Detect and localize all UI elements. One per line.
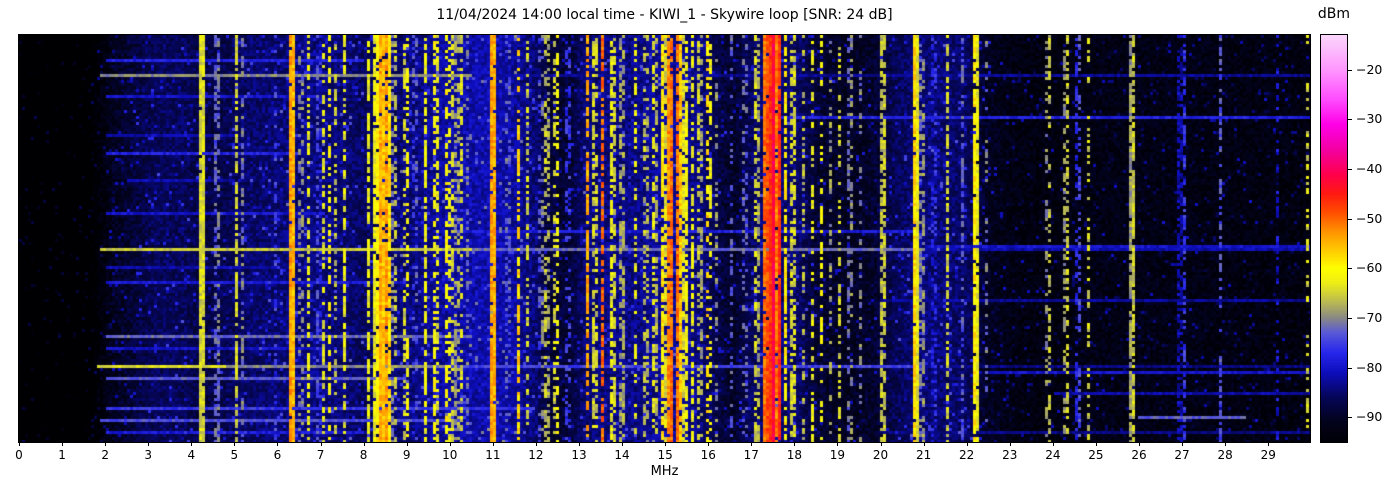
colorbar-tick-label: −90 [1356,409,1383,425]
x-tick-mark [923,442,925,446]
x-tick-mark [449,442,451,446]
x-tick-mark [62,442,64,446]
colorbar-tick-mark [1347,169,1352,170]
x-tick-mark [191,442,193,446]
x-tick-mark [1095,442,1097,446]
x-tick-mark [105,442,107,446]
x-tick-label: 26 [1131,448,1147,462]
x-tick-mark [320,442,322,446]
x-tick-label: 28 [1217,448,1233,462]
x-tick-mark [535,442,537,446]
x-tick-label: 11 [485,448,501,462]
x-tick-mark [234,442,236,446]
colorbar-unit-label: dBm [1317,6,1351,22]
x-tick-label: 16 [700,448,716,462]
plot-title: 11/04/2024 14:00 local time - KIWI_1 - S… [436,7,893,23]
x-tick-mark [1268,442,1270,446]
x-tick-label: 20 [872,448,889,462]
x-tick-label: 22 [959,448,975,462]
x-tick-mark [148,442,150,446]
x-tick-label: 8 [359,448,368,462]
x-tick-mark [406,442,408,446]
colorbar-tick-label: −50 [1356,210,1383,226]
colorbar-tick-label: −80 [1356,359,1383,375]
colorbar-gradient [1321,35,1347,442]
x-tick-label: 17 [743,448,759,462]
colorbar-tick-mark [1347,317,1352,319]
colorbar-tick-label: −40 [1356,161,1383,176]
x-tick-mark [277,442,279,446]
x-tick-label: 21 [915,448,932,462]
x-tick-mark [708,442,710,446]
colorbar-tick-mark [1347,218,1352,220]
x-tick-label: 29 [1260,448,1276,462]
x-tick-mark [837,442,839,446]
x-tick-label: 27 [1174,448,1190,462]
x-tick-label: 1 [58,448,66,462]
x-tick-label: 15 [657,448,673,462]
x-tick-mark [794,442,796,446]
x-tick-label: 10 [442,448,458,462]
colorbar [1320,34,1348,443]
colorbar-tick-mark [1347,417,1352,419]
x-tick-label: 19 [829,448,846,462]
x-tick-label: 9 [402,448,411,462]
x-tick-label: 12 [528,448,544,462]
x-tick-label: 24 [1045,448,1061,462]
x-tick-mark [363,442,365,446]
colorbar-tick-label: −20 [1356,61,1383,77]
x-tick-mark [1052,442,1054,446]
x-tick-label: 6 [273,448,282,462]
x-tick-label: 13 [571,448,587,462]
x-tick-label: 0 [15,448,23,462]
plot-area [18,34,1311,443]
x-tick-label: 7 [316,448,325,462]
x-tick-mark [578,442,580,446]
x-tick-mark [1009,442,1011,446]
x-tick-mark [19,442,20,446]
x-tick-mark [1138,442,1140,446]
x-tick-mark [880,442,882,446]
colorbar-tick-mark [1347,367,1352,369]
x-tick-mark [966,442,968,446]
x-tick-label: 2 [101,448,109,462]
x-tick-label: 14 [614,448,630,462]
x-tick-label: 3 [144,448,153,462]
x-tick-label: 18 [786,448,803,462]
x-tick-label: 23 [1002,448,1018,462]
colorbar-tick-mark [1347,119,1352,121]
x-tick-mark [622,442,624,446]
x-tick-label: 5 [230,448,239,462]
colorbar-tick-label: −30 [1356,111,1383,127]
x-axis-label: MHz [650,464,679,479]
colorbar-tick-mark [1347,268,1352,270]
colorbar-tick-mark [1347,69,1352,71]
x-tick-mark [1182,442,1184,446]
x-tick-mark [665,442,667,446]
x-tick-mark [1225,442,1227,446]
colorbar-tick-label: −70 [1356,309,1383,325]
x-tick-label: 25 [1088,448,1104,462]
colorbar-tick-label: −60 [1356,260,1383,276]
x-tick-label: 4 [187,448,196,462]
spectrogram-canvas [19,35,1310,442]
x-tick-mark [751,442,753,446]
x-tick-mark [492,442,494,446]
